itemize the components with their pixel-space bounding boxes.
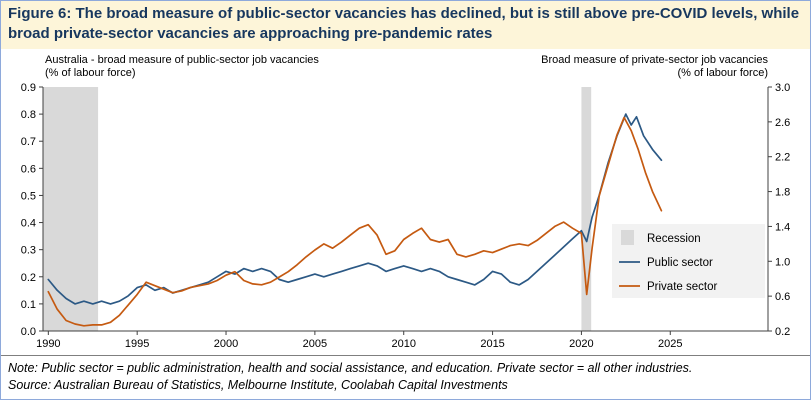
right-axis-tick-label: 2.2 bbox=[775, 151, 790, 163]
private-sector-line bbox=[47, 116, 663, 327]
legend-label-public-sector: Public sector bbox=[647, 257, 713, 269]
right-axis-tick-label: 1.4 bbox=[775, 221, 790, 233]
x-axis-tick-label: 2000 bbox=[214, 338, 238, 350]
left-axis-tick-label: 0.7 bbox=[21, 136, 36, 148]
right-axis-title-units: (% of labour force) bbox=[678, 67, 768, 79]
left-axis-tick-label: 0.9 bbox=[21, 82, 36, 94]
public-sector-line bbox=[47, 112, 663, 305]
footnotes: Note: Public sector = public administrat… bbox=[1, 354, 810, 399]
x-axis-tick-label: 2020 bbox=[569, 338, 593, 350]
x-axis-tick-label: 2010 bbox=[391, 338, 415, 350]
right-axis-tick-label: 3.0 bbox=[775, 82, 790, 94]
recession-band bbox=[43, 86, 99, 331]
recession-band bbox=[581, 86, 592, 331]
left-axis-title: Australia - broad measure of public-sect… bbox=[45, 54, 319, 66]
note-line: Note: Public sector = public administrat… bbox=[8, 360, 693, 375]
legend-label-private-sector: Private sector bbox=[647, 281, 717, 293]
left-axis-tick-label: 0.6 bbox=[21, 163, 36, 175]
x-axis-tick-label: 2025 bbox=[658, 338, 682, 350]
left-axis-tick-label: 0.4 bbox=[21, 217, 36, 229]
left-axis-tick-label: 0.0 bbox=[21, 326, 36, 338]
left-axis-tick-label: 0.8 bbox=[21, 109, 36, 121]
x-axis-tick-label: 2015 bbox=[480, 338, 504, 350]
right-axis-tick-label: 2.6 bbox=[775, 116, 790, 128]
left-axis-tick-label: 0.5 bbox=[21, 190, 36, 202]
right-axis-title: Broad measure of private-sector job vaca… bbox=[541, 54, 768, 66]
left-axis-tick-label: 0.2 bbox=[21, 271, 36, 283]
left-axis-title-units: (% of labour force) bbox=[45, 67, 135, 79]
source-line: Source: Australian Bureau of Statistics,… bbox=[8, 378, 508, 393]
x-axis-tick-label: 1995 bbox=[125, 338, 149, 350]
figure-title: Figure 6: The broad measure of public-se… bbox=[1, 1, 810, 49]
vacancies-chart: 0.0 0.1 0.2 0.3 0.4 0.5 0.6 0.7 0.8 0.9 0.2 0.6 1.0 1… bbox=[21, 54, 791, 350]
left-axis-tick-label: 0.3 bbox=[21, 244, 36, 256]
x-axis-tick-label: 1990 bbox=[36, 338, 60, 350]
legend-recession-swatch bbox=[621, 229, 634, 245]
right-axis-tick-label: 1.8 bbox=[775, 186, 790, 198]
right-axis-tick-label: 0.2 bbox=[775, 326, 790, 338]
left-axis-tick-label: 0.1 bbox=[21, 298, 36, 310]
x-axis-tick-label: 2005 bbox=[303, 338, 327, 350]
right-axis-tick-label: 1.0 bbox=[775, 256, 790, 268]
legend-label-recession: Recession bbox=[647, 233, 701, 245]
chart-area: 0.0 0.1 0.2 0.3 0.4 0.5 0.6 0.7 0.8 0.9 0.2 0.6 1.0 1… bbox=[1, 49, 810, 355]
right-axis-tick-label: 0.6 bbox=[775, 291, 790, 303]
